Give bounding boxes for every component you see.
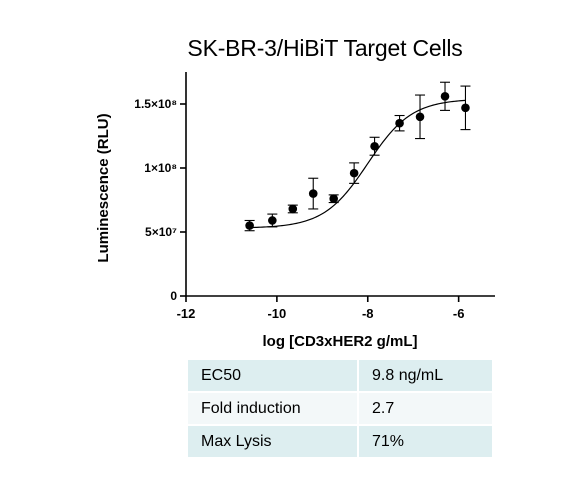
data-point (329, 194, 338, 204)
result-value-ec50: 9.8 ng/mL (357, 360, 492, 391)
x-tick-label: -10 (267, 306, 286, 321)
table-row: EC50 9.8 ng/mL (188, 360, 492, 391)
data-point (370, 141, 379, 151)
result-value-max-lysis: 71% (357, 426, 492, 457)
fit-layer (249, 99, 466, 229)
data-point (415, 112, 425, 122)
dose-response-chart: 0 5×10⁷ 1×10⁸ 1.5×10⁸ -12 -10 -8 -6 log [CD3xHE… (95, 72, 495, 350)
data-point (245, 221, 254, 230)
data-point (308, 189, 318, 198)
y-tick-label: 0 (170, 289, 177, 303)
x-tick-label: -12 (177, 306, 196, 321)
fit-curve (249, 99, 466, 229)
x-tick-label: -6 (453, 306, 465, 321)
y-axis-label: Luminescence (RLU) (95, 113, 112, 262)
table-row: Fold induction 2.7 (188, 393, 492, 424)
data-point (288, 204, 298, 214)
x-axis-label: log [CD3xHER2 g/mL] (262, 333, 417, 350)
x-tick-label: -8 (362, 306, 374, 321)
result-label-ec50: EC50 (188, 360, 357, 391)
data-point (395, 118, 404, 128)
y-tick-label: 1×10⁸ (144, 161, 177, 175)
y-tick-label: 5×10⁷ (145, 225, 177, 239)
data-point (349, 168, 359, 178)
data-point (440, 92, 450, 101)
chart-title: SK-BR-3/HiBiT Target Cells (187, 35, 463, 61)
data-point (268, 216, 277, 225)
data-point (461, 103, 470, 113)
result-value-fold-induction: 2.7 (357, 393, 492, 424)
y-tick-label: 1.5×10⁸ (134, 97, 177, 111)
axes: 0 5×10⁷ 1×10⁸ 1.5×10⁸ -12 -10 -8 -6 (134, 72, 495, 321)
table-row: Max Lysis 71% (188, 426, 492, 457)
result-label-max-lysis: Max Lysis (188, 426, 357, 457)
result-label-fold-induction: Fold induction (188, 393, 357, 424)
results-table: EC50 9.8 ng/mL Fold induction 2.7 Max Ly… (188, 358, 492, 459)
points-layer (244, 81, 471, 232)
